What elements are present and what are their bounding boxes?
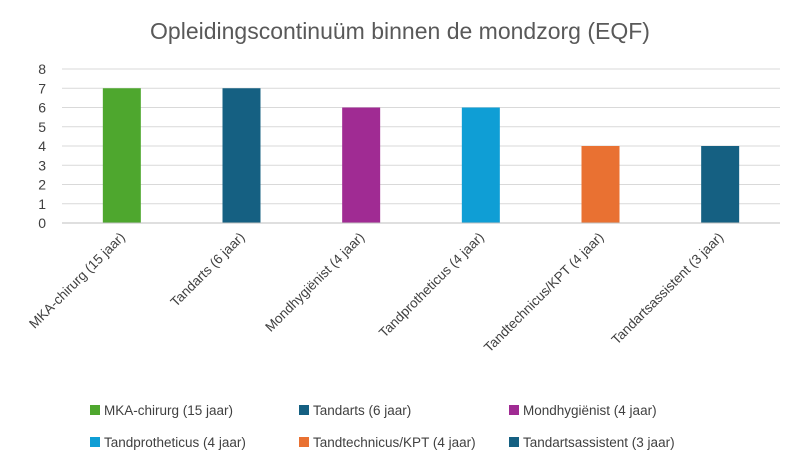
bar: [222, 88, 261, 223]
legend-entry: Tandtechnicus/KPT (4 jaar): [313, 435, 476, 450]
x-tick-label: MKA-chirurg (15 jaar): [26, 230, 128, 332]
y-tick-label: 5: [38, 119, 46, 135]
y-tick-label: 2: [38, 177, 46, 193]
y-tick-label: 8: [38, 61, 46, 77]
gridlines: [62, 68, 780, 205]
bar: [701, 146, 740, 223]
legend-swatch: [299, 405, 309, 415]
legend-swatch: [90, 437, 100, 447]
x-tick-label: Mondhygiënist (4 jaar): [262, 230, 367, 335]
y-tick-label: 7: [38, 80, 46, 96]
x-tick-label: Tandprotheticus (4 jaar): [376, 230, 487, 341]
legend-entry: MKA-chirurg (15 jaar): [104, 403, 233, 418]
category-labels: MKA-chirurg (15 jaar) Tandarts (6 jaar) Mo…: [26, 230, 726, 356]
legend-entry: Mondhygiënist (4 jaar): [523, 403, 657, 418]
x-tick-label: Tandartsassistent (3 jaar): [608, 230, 726, 348]
x-tick-label: Tandtechnicus/KPT (4 jaar): [481, 230, 607, 356]
y-axis-ticks: 0 1 2 3 4 5 6 7 8: [38, 61, 46, 231]
bar: [581, 146, 620, 223]
y-tick-label: 0: [38, 215, 46, 231]
legend-entry: Tandarts (6 jaar): [313, 403, 411, 418]
legend-swatch: [509, 405, 519, 415]
bar: [102, 88, 141, 223]
legend-swatch: [299, 437, 309, 447]
chart-title: Opleidingscontinuüm binnen de mondzorg (…: [150, 18, 650, 44]
bars: [102, 88, 740, 223]
bar: [342, 107, 381, 223]
legend-entry: Tandprotheticus (4 jaar): [104, 435, 246, 450]
x-tick-label: Tandarts (6 jaar): [168, 230, 248, 310]
legend-swatch: [509, 437, 519, 447]
bar: [461, 107, 500, 223]
y-tick-label: 4: [38, 138, 46, 154]
y-tick-label: 1: [38, 196, 46, 212]
y-tick-label: 3: [38, 157, 46, 173]
legend: MKA-chirurg (15 jaar) Tandarts (6 jaar) Mo…: [90, 403, 675, 450]
y-tick-label: 6: [38, 100, 46, 116]
legend-entry: Tandartsassistent (3 jaar): [523, 435, 675, 450]
legend-swatch: [90, 405, 100, 415]
